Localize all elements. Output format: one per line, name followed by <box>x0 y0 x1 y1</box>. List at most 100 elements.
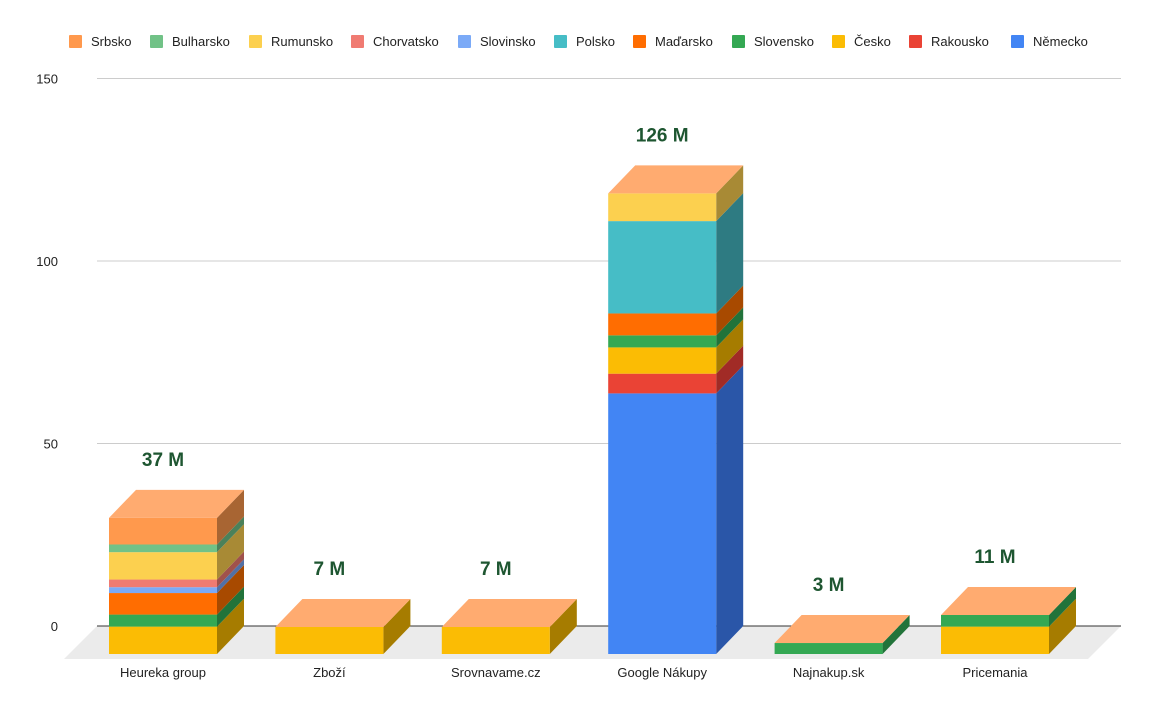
bar-segment-side <box>716 165 744 222</box>
bar-segment-side <box>383 598 411 654</box>
bar-stack <box>608 165 744 654</box>
legend-swatch <box>1011 35 1024 48</box>
bar-stack <box>941 586 1076 654</box>
bar-top-face <box>608 165 744 194</box>
legend: Srbsko Bulharsko Rumunsko Chorvatsko Slovins… <box>69 34 1088 49</box>
bar-stack <box>275 598 411 654</box>
legend-item: Rakousko <box>909 34 989 49</box>
total-label: 7 M <box>314 559 346 580</box>
bar-segment-side <box>882 615 910 654</box>
bar-segment <box>109 552 217 580</box>
bar-segment-side <box>217 551 244 588</box>
legend-label: Chorvatsko <box>373 34 439 49</box>
bar-top-face <box>109 489 244 518</box>
legend-label: Srbsko <box>91 34 131 49</box>
bar-segment <box>608 335 717 348</box>
legend-item: Slovinsko <box>458 34 536 49</box>
bar-segment <box>109 517 217 545</box>
bar-segment <box>774 643 883 654</box>
bar-segment-side <box>716 307 744 348</box>
total-label: 3 M <box>813 575 845 596</box>
legend-label: Polsko <box>576 34 615 49</box>
legend-item: Polsko <box>554 34 615 49</box>
bar-segment <box>109 626 217 654</box>
legend-item: Maďarsko <box>633 34 713 49</box>
bar-segment-side <box>217 524 244 580</box>
y-tick-label: 100 <box>36 254 58 269</box>
bar-top-face <box>441 598 577 627</box>
bar-top-face <box>941 586 1076 615</box>
legend-label: Maďarsko <box>655 34 713 49</box>
bar-segment <box>608 393 717 654</box>
bar-segment-side <box>217 516 244 553</box>
legend-swatch <box>732 35 745 48</box>
bar-segment <box>109 544 217 553</box>
legend-swatch <box>832 35 845 48</box>
legend-swatch <box>249 35 262 48</box>
legend-label: Slovensko <box>754 34 814 49</box>
y-axis: 0 50 100 150 <box>36 72 58 635</box>
legend-label: Německo <box>1033 34 1088 49</box>
total-label: 7 M <box>480 559 512 580</box>
bar-segment <box>608 221 717 314</box>
bar-segment <box>441 626 550 654</box>
bar-stack <box>774 615 910 654</box>
bar-segment-side <box>1049 598 1076 654</box>
bar-segment <box>109 579 217 588</box>
bar-segment <box>109 587 217 594</box>
bar-segment-side <box>716 193 744 314</box>
x-tick-label: Najnakup.sk <box>793 665 865 680</box>
bar-segment-side <box>217 489 244 545</box>
bars <box>109 165 1076 654</box>
y-tick-label: 150 <box>36 72 58 87</box>
bar-segment-side <box>716 345 744 394</box>
bar-segment-side <box>217 586 244 627</box>
bar-segment <box>608 193 717 222</box>
bar-segment <box>608 347 717 374</box>
legend-item: Srbsko <box>69 34 131 49</box>
bar-segment-side <box>716 285 744 336</box>
bar-segment <box>109 593 217 615</box>
legend-item: Německo <box>1011 34 1088 49</box>
bar-segment-side <box>217 598 244 654</box>
bar-segment-side <box>1049 586 1076 627</box>
total-labels: 37 M 7 M 7 M 126 M 3 M 11 M <box>142 125 1016 596</box>
y-tick-label: 50 <box>44 437 58 452</box>
legend-swatch <box>633 35 646 48</box>
legend-swatch <box>69 35 82 48</box>
bar-segment <box>941 626 1049 654</box>
x-tick-label: Zboží <box>313 665 346 680</box>
legend-item: Bulharsko <box>150 34 230 49</box>
bar-segment <box>275 626 384 654</box>
legend-swatch <box>150 35 163 48</box>
legend-item: Rumunsko <box>249 34 333 49</box>
legend-label: Česko <box>854 34 891 49</box>
bar-segment <box>608 313 717 336</box>
legend-label: Bulharsko <box>172 34 230 49</box>
x-tick-label: Srovnavame.cz <box>451 665 541 680</box>
bar-segment-side <box>549 598 577 654</box>
bar-segment <box>941 614 1049 627</box>
bar-segment-side <box>217 559 244 594</box>
x-tick-label: Pricemania <box>962 665 1028 680</box>
x-tick-label: Heureka group <box>120 665 206 680</box>
bar-top-face <box>275 598 411 627</box>
legend-item: Česko <box>832 34 891 49</box>
total-label: 126 M <box>636 125 689 146</box>
bar-segment-side <box>716 319 744 374</box>
legend-item: Chorvatsko <box>351 34 439 49</box>
bar-segment-side <box>217 565 244 615</box>
bar-top-face <box>774 615 910 644</box>
bar-segment <box>608 373 717 394</box>
x-tick-label: Google Nákupy <box>617 665 707 680</box>
legend-swatch <box>458 35 471 48</box>
legend-swatch <box>909 35 922 48</box>
y-tick-label: 0 <box>51 619 58 634</box>
legend-label: Rakousko <box>931 34 989 49</box>
bar-segment <box>109 614 217 627</box>
legend-swatch <box>554 35 567 48</box>
total-label: 11 M <box>974 547 1015 568</box>
bar-segment-side <box>716 365 744 654</box>
x-axis: Heureka group Zboží Srovnavame.cz Google Ná… <box>120 665 1028 680</box>
bar-stack <box>441 598 577 654</box>
